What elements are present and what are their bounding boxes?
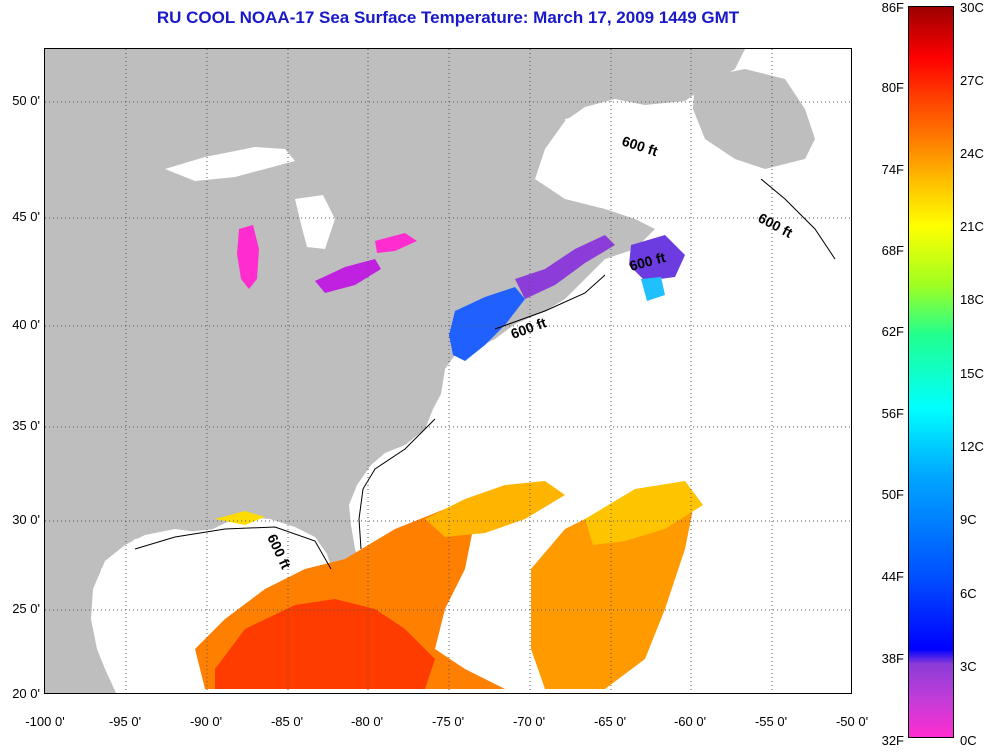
map-canvas: 600 ft 600 ft 600 ft 600 ft 600 ft: [45, 49, 851, 693]
colorbar-c-label: 9C: [960, 512, 977, 527]
land-newfoundland: [693, 69, 815, 169]
sst-georges: [629, 235, 685, 281]
contour-label-2: 600 ft: [756, 210, 796, 241]
colorbar-f-label: 68F: [881, 243, 904, 258]
sst-nova-scotia: [515, 235, 615, 299]
colorbar-f-label: 56F: [881, 406, 904, 421]
lon-label: -70 0': [512, 714, 546, 729]
lon-label: -85 0': [270, 714, 304, 729]
colorbar-c-label: 0C: [960, 733, 977, 748]
colorbar-f-label: 32F: [881, 733, 904, 748]
sst-north-band: [425, 481, 565, 537]
lon-label: -80 0': [350, 714, 384, 729]
lon-label: -60 0': [673, 714, 707, 729]
lon-label: -65 0': [593, 714, 627, 729]
isobath-600ft: [134, 178, 836, 570]
colorbar-f-label: 80F: [881, 80, 904, 95]
colorbar-c-label: 21C: [960, 219, 984, 234]
lon-label: -55 0': [754, 714, 788, 729]
lat-label: 50 0': [12, 93, 40, 108]
graticule: [45, 49, 851, 693]
sst-gulf-stream-north: [449, 287, 525, 361]
colorbar-c-label: 30C: [960, 0, 984, 15]
colorbar-c-label: 15C: [960, 366, 984, 381]
sst-sargasso-east: [531, 495, 695, 689]
lon-label: -90 0': [189, 714, 223, 729]
gulf-of-mexico: [99, 525, 335, 693]
colorbar-f-label: 50F: [881, 487, 904, 502]
lake-superior: [165, 147, 295, 181]
lat-label: 40 0': [12, 317, 40, 332]
colorbar-f-label: 86F: [881, 0, 904, 15]
lon-label: -100 0': [25, 714, 65, 729]
sst-slope: [641, 277, 665, 301]
lat-label: 45 0': [12, 209, 40, 224]
colorbar-c-label: 12C: [960, 439, 984, 454]
colorbar-c-label: 6C: [960, 586, 977, 601]
land-north-america: [45, 49, 851, 693]
lake-huron: [295, 195, 335, 249]
temperature-colorbar: [908, 6, 954, 738]
colorbar-f-label: 62F: [881, 324, 904, 339]
colorbar-f-label: 38F: [881, 651, 904, 666]
map-title: RU COOL NOAA-17 Sea Surface Temperature:…: [156, 8, 740, 27]
colorbar-c-label: 3C: [960, 659, 977, 674]
colorbar-c-label: 27C: [960, 73, 984, 88]
sst-sargasso-yellow: [585, 481, 703, 545]
lon-label: -50 0': [835, 714, 869, 729]
colorbar-f-label: 44F: [881, 569, 904, 584]
colorbar-c-label: 18C: [960, 292, 984, 307]
lake-ontario: [375, 233, 417, 253]
lon-label: -95 0': [108, 714, 142, 729]
sst-texas-coast: [215, 511, 265, 525]
lat-label: 35 0': [12, 418, 40, 433]
gulf-st-lawrence: [565, 109, 695, 199]
lat-label: 30 0': [12, 512, 40, 527]
lon-label: -75 0': [431, 714, 465, 729]
colorbar-f-label: 74F: [881, 162, 904, 177]
lat-label: 20 0': [12, 686, 40, 701]
lake-michigan: [237, 225, 259, 289]
sst-gulf-red: [215, 599, 435, 689]
lake-erie: [315, 259, 381, 293]
lat-label: 25 0': [12, 601, 40, 616]
sst-map[interactable]: 600 ft 600 ft 600 ft 600 ft 600 ft: [44, 48, 852, 694]
colorbar-c-label: 24C: [960, 146, 984, 161]
